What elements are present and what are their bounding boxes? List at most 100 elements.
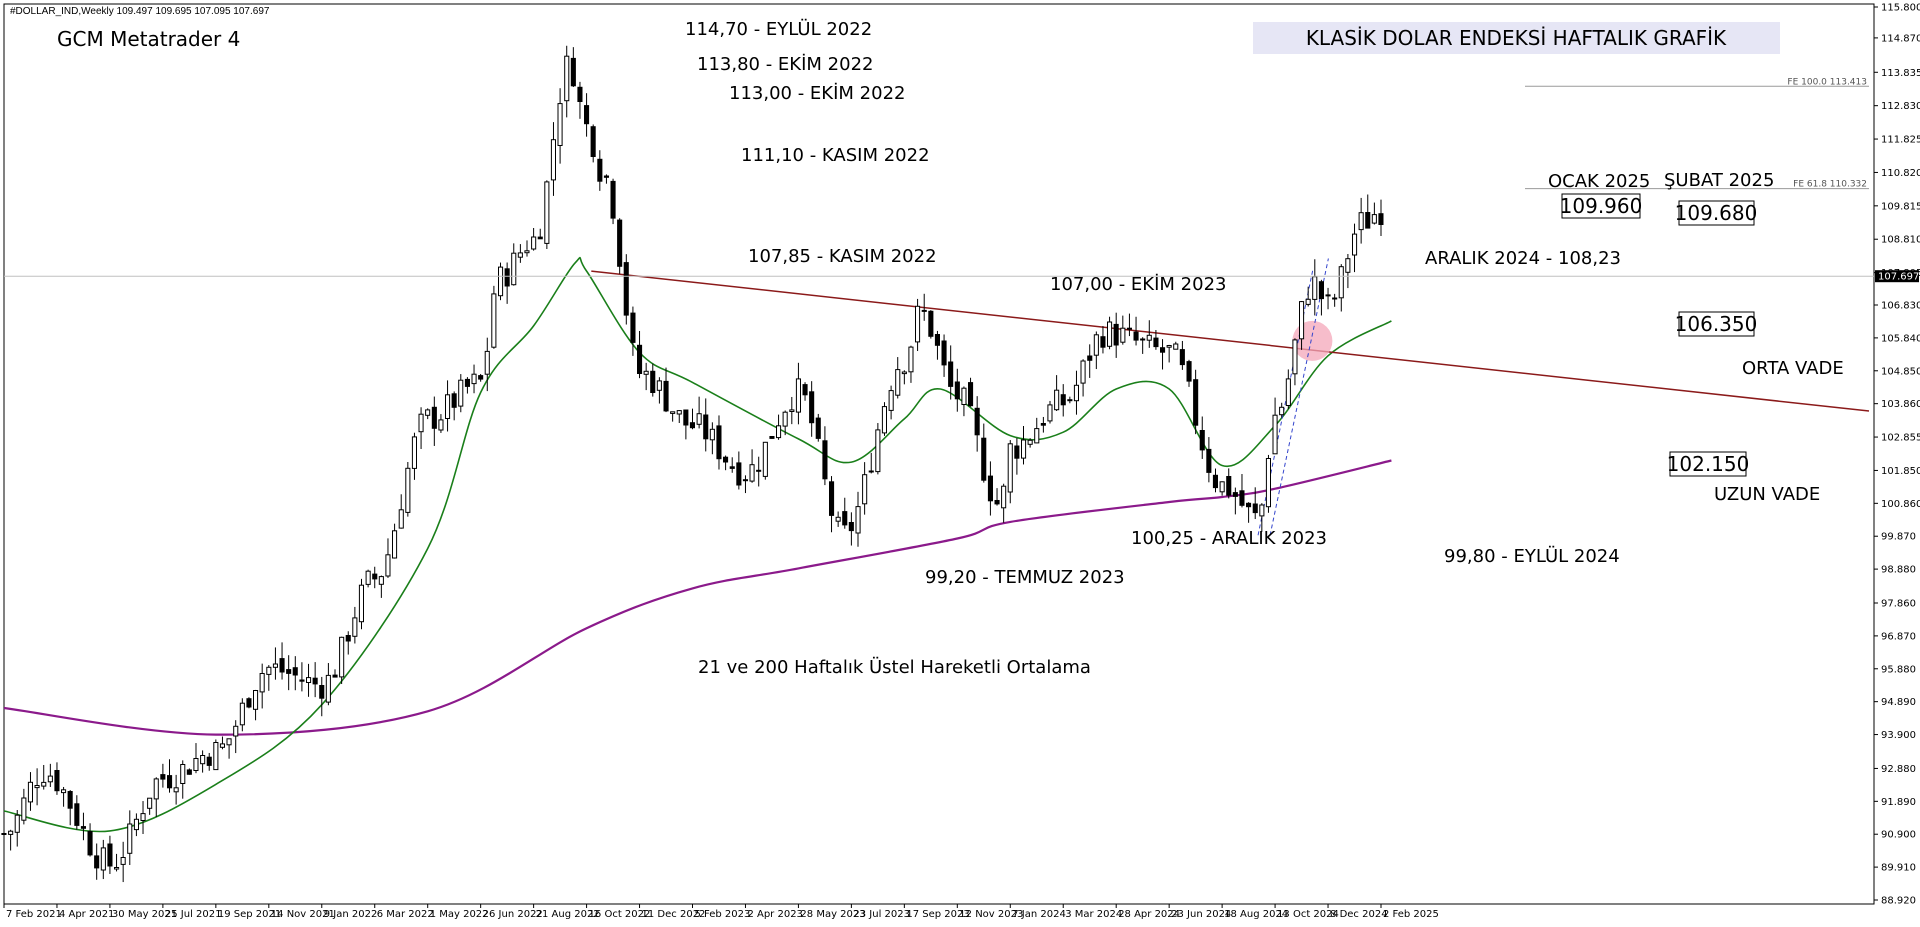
candle-body (1027, 439, 1033, 445)
candle-body (723, 456, 729, 463)
candle-body (915, 305, 921, 343)
candle-body (809, 391, 815, 424)
candle-body (683, 409, 689, 426)
candle-body (398, 509, 404, 529)
x-tick-label: 1 May 2022 (430, 909, 489, 920)
candle-body (954, 381, 960, 400)
candle-body (1047, 404, 1053, 422)
annotation-label: ŞUBAT 2025 (1664, 170, 1774, 191)
candle-body (21, 797, 27, 821)
candle-body (14, 814, 20, 833)
candle-body (504, 268, 510, 287)
candle-body (1, 833, 7, 835)
y-tick-label: 93.900 (1881, 730, 1916, 741)
candle-body (1060, 394, 1066, 406)
candle-body (352, 617, 358, 637)
candle-body (610, 180, 616, 219)
candle-body (34, 785, 40, 789)
candle-body (537, 236, 543, 240)
y-tick-label: 115.800 (1881, 3, 1920, 14)
candle-body (603, 175, 610, 178)
candle-body (835, 516, 841, 522)
x-tick-label: 25 Jul 2021 (165, 909, 222, 920)
candle-body (994, 500, 1000, 505)
candle-body (1365, 212, 1371, 229)
candle-body (762, 441, 768, 477)
candle-body (1067, 399, 1073, 402)
x-tick-label: 23 Jul 2023 (853, 909, 910, 920)
annotation-label: ARALIK 2024 - 108,23 (1425, 248, 1621, 269)
candle-body (921, 309, 927, 312)
candle-body (1193, 379, 1199, 426)
price-box (1678, 200, 1755, 226)
candle-body (107, 843, 113, 867)
candle-body (358, 584, 364, 623)
annotation-label: OCAK 2025 (1548, 171, 1650, 192)
x-tick-label: 5 Feb 2023 (695, 909, 751, 920)
candle-body (167, 775, 173, 789)
candle-body (729, 466, 735, 469)
candle-body (133, 818, 139, 831)
candle-body (27, 781, 33, 803)
candle-body (1246, 502, 1252, 508)
candle-body (1358, 212, 1364, 231)
side-label-uzun-vade: UZUN VADE (1714, 484, 1820, 505)
candle-body (1126, 327, 1133, 330)
candle-body (815, 417, 821, 439)
x-tick-label: 19 Sep 2021 (218, 909, 281, 920)
x-tick-label: 2 Apr 2023 (747, 909, 802, 920)
x-tick-label: 14 Nov 2021 (271, 909, 335, 920)
candle-body (901, 371, 907, 375)
candle-body (1087, 355, 1093, 361)
candle-body (246, 698, 252, 708)
candle-body (478, 375, 484, 380)
y-tick-label: 96.870 (1881, 631, 1916, 642)
y-tick-label: 100.860 (1881, 499, 1920, 510)
candle-body (656, 380, 662, 391)
candle-body (1080, 360, 1086, 384)
candle-body (822, 440, 828, 480)
candle-body (147, 797, 153, 809)
candle-body (1007, 443, 1013, 493)
candle-body (1199, 430, 1205, 451)
fibo-levels: FE 100.0 113.413 FE 61.8 110.332 (1525, 77, 1869, 190)
candle-body (676, 410, 682, 415)
x-tick-label: 30 May 2021 (112, 909, 177, 920)
x-tick-label: 28 Apr 2024 (1118, 909, 1180, 920)
candle-body (253, 690, 259, 710)
candle-body (517, 252, 523, 258)
candle-body (670, 411, 676, 414)
candle-body (630, 312, 636, 343)
candle-body (451, 393, 457, 408)
candle-body (1352, 233, 1358, 256)
candle-body (392, 530, 398, 559)
candle-body (80, 826, 87, 829)
symbol-line: #DOLLAR_IND,Weekly 109.497 109.695 107.0… (10, 6, 270, 17)
candle-body (1186, 361, 1192, 382)
annotation-label: 111,10 - KASIM 2022 (741, 145, 930, 166)
candle-body (94, 855, 100, 869)
price-box-label: 102.150 (1667, 452, 1750, 476)
candle-body (974, 407, 980, 436)
price-box (1678, 311, 1755, 337)
candle-body (1206, 448, 1212, 473)
candle-body (1378, 213, 1384, 225)
candle-body (1166, 345, 1172, 348)
price-box-label: 109.680 (1675, 201, 1758, 225)
candle-body (829, 481, 835, 516)
candle-body (928, 310, 934, 337)
y-tick-label: 91.890 (1881, 797, 1916, 808)
candle-body (272, 663, 278, 668)
candle-body (219, 743, 225, 748)
candle-body (848, 522, 854, 532)
candle-body (325, 674, 331, 703)
candle-body (484, 350, 490, 375)
candle-body (1305, 298, 1311, 305)
x-tick-label: 4 Apr 2021 (59, 909, 114, 920)
candle-body (908, 346, 914, 373)
x-tick-label: 7 Jan 2024 (1012, 909, 1066, 920)
y-tick-label: 114.870 (1881, 33, 1920, 44)
candle-body (153, 778, 159, 800)
